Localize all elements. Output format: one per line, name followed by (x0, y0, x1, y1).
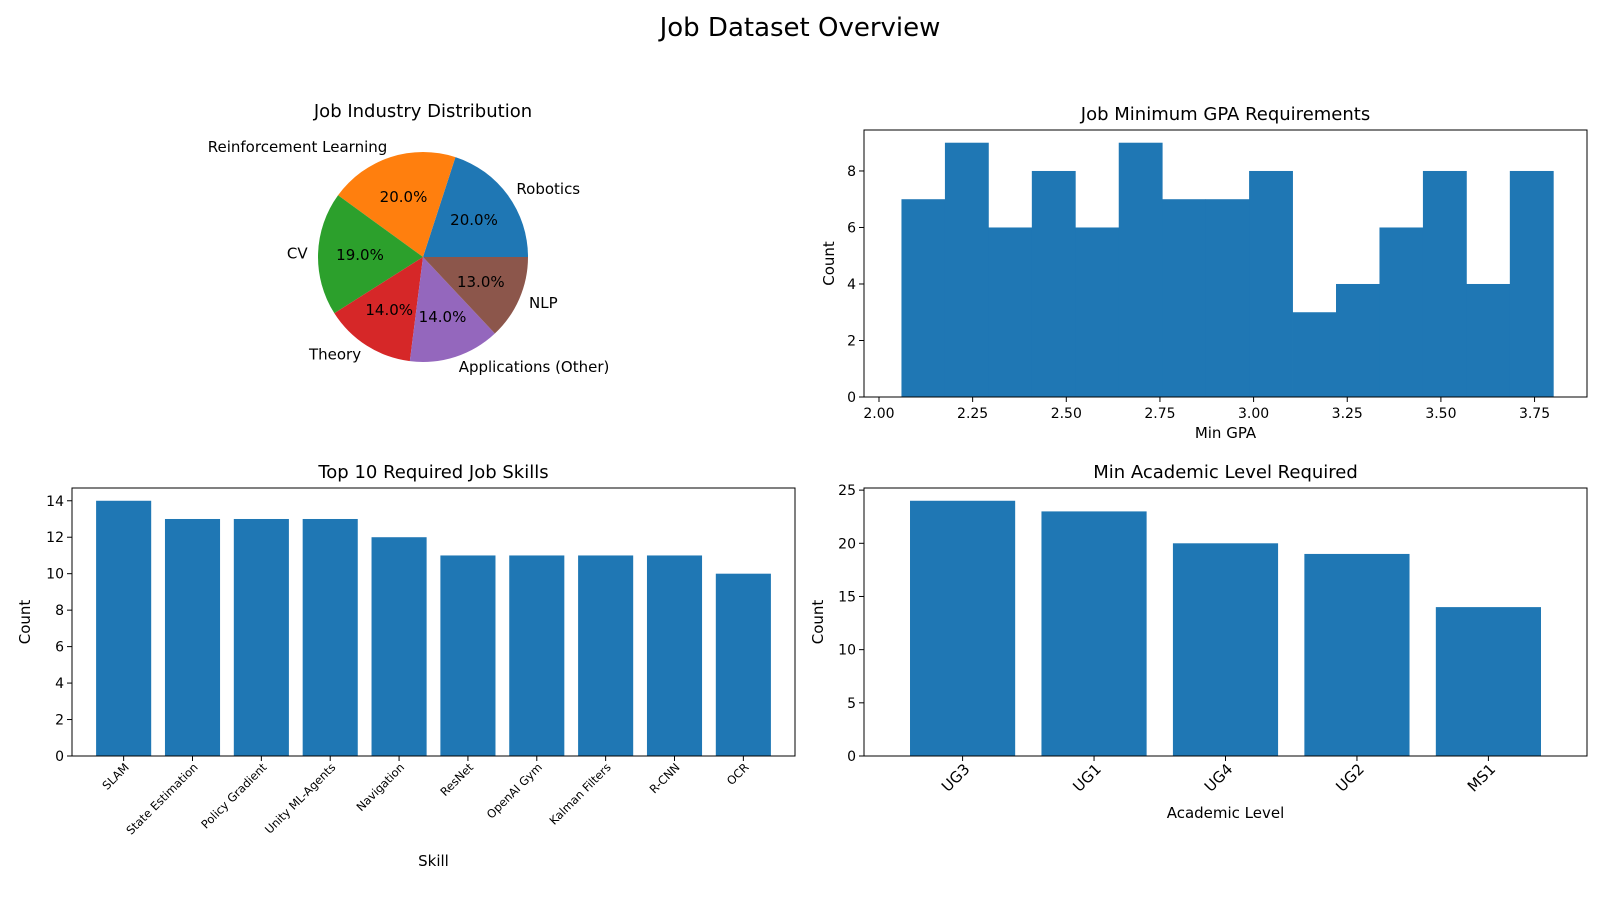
pie-pct-label: 14.0% (365, 301, 413, 319)
histogram-bar (988, 227, 1033, 397)
bar-slam (96, 500, 152, 756)
x-tick-label: 2.25 (957, 406, 988, 422)
axes-frame (71, 487, 796, 757)
y-axis-label: Count (820, 241, 838, 286)
y-tick-label: 15 (838, 589, 856, 605)
y-tick-label: 20 (838, 536, 856, 552)
pie-label: Applications (Other) (459, 358, 610, 376)
histogram-bar (944, 142, 989, 397)
histogram-bar (1336, 283, 1380, 397)
y-tick-label: 10 (46, 567, 64, 583)
bar-navigation (371, 537, 427, 756)
x-tick-label: 2.00 (863, 406, 894, 422)
y-tick-label: 0 (847, 749, 856, 765)
pie-label: Reinforcement Learning (208, 138, 388, 156)
histogram-min-gpa: Job Minimum GPA Requirements 0 2 4 6 8 Count 2.… (820, 104, 1588, 442)
histogram-bar (1249, 170, 1293, 397)
chart-title: Job Industry Distribution (313, 101, 532, 122)
pie-pct-label: 19.0% (336, 246, 384, 264)
histogram-bar (901, 199, 946, 397)
pie-slice-reinforcement-learning (338, 151, 456, 257)
bar-r-cnn (646, 555, 703, 756)
y-tick-label: 10 (838, 643, 856, 659)
pie-pct-label: 20.0% (450, 211, 498, 229)
y-tick-label: 0 (847, 390, 856, 406)
x-axis-label: Academic Level (1167, 804, 1285, 822)
bar-policy-gradient (233, 518, 289, 756)
pie-pct-label: 13.0% (457, 273, 505, 291)
histogram-bar (1379, 227, 1424, 397)
pie-slice-nlp (423, 257, 528, 334)
bar-chart-academic-level: Min Academic Level Required 0 5 10 15 20 25 Cou… (809, 462, 1588, 822)
x-axis-label: Min GPA (1195, 424, 1257, 442)
y-tick-label: 8 (847, 164, 856, 180)
histogram-bar (1075, 227, 1120, 397)
y-tick-label: 8 (55, 603, 64, 619)
axes-frame (863, 487, 1588, 757)
axes-frame (863, 129, 1588, 398)
histogram-bar (1422, 170, 1467, 397)
bar-kalman-filters (578, 555, 634, 756)
chart-title: Job Minimum GPA Requirements (1080, 104, 1370, 125)
pie-slice-applications-other (409, 257, 495, 362)
x-tick-label: 3.75 (1519, 406, 1550, 422)
histogram-bar (1031, 170, 1076, 397)
pie-label: Robotics (516, 180, 580, 198)
y-axis-label: Count (16, 600, 34, 645)
pie-label: NLP (529, 294, 558, 312)
bar-state-estimation (164, 518, 221, 756)
x-tick-label: 3.50 (1425, 406, 1456, 422)
chart-title: Min Academic Level Required (1093, 462, 1358, 483)
bar-ug1 (1041, 511, 1147, 756)
pie-chart-industry: Job Industry Distribution 20.0% Robotics 20… (208, 101, 610, 376)
bar-openai-gym (509, 555, 565, 756)
histogram-bar (1292, 312, 1337, 397)
y-tick-label: 0 (55, 749, 64, 765)
y-tick-label: 4 (55, 676, 64, 692)
histogram-bar (1162, 199, 1207, 397)
histogram-bar (1205, 199, 1250, 397)
pie-pct-label: 20.0% (380, 188, 428, 206)
bar-ug3 (910, 500, 1016, 756)
chart-title: Top 10 Required Job Skills (317, 462, 548, 483)
pie-pct-label: 14.0% (419, 308, 467, 326)
histogram-bar (1509, 170, 1554, 397)
y-tick-label: 14 (46, 494, 64, 510)
bar-ug2 (1304, 553, 1410, 756)
y-tick-label: 4 (847, 277, 856, 293)
histogram-bar (1466, 283, 1511, 397)
bar-ug4 (1172, 543, 1279, 756)
pie-slice-cv (318, 195, 423, 314)
y-tick-label: 25 (838, 483, 856, 499)
x-tick-label: 3.25 (1332, 406, 1363, 422)
bar-unity-ml-agents (302, 518, 358, 756)
y-axis-label: Count (809, 600, 827, 645)
y-tick-label: 2 (55, 713, 64, 729)
bar-resnet (440, 555, 496, 756)
figure-title: Job Dataset Overview (658, 13, 941, 43)
y-tick-label: 5 (847, 696, 856, 712)
y-tick-label: 2 (847, 333, 856, 349)
y-tick-label: 6 (55, 640, 64, 656)
pie-label: Theory (308, 346, 361, 364)
x-tick-label: 3.00 (1238, 406, 1269, 422)
x-tick-label: 2.50 (1051, 406, 1082, 422)
pie-label: CV (287, 244, 308, 262)
bar-ocr (715, 573, 771, 756)
pie-slice-robotics (423, 157, 529, 257)
y-tick-label: 6 (847, 220, 856, 236)
bar-ms1 (1435, 607, 1541, 756)
pie-slice-theory (334, 257, 423, 362)
y-tick-label: 12 (46, 530, 64, 546)
x-tick-label: 2.75 (1144, 406, 1175, 422)
histogram-bar (1118, 142, 1163, 397)
x-axis-label: Skill (418, 852, 449, 870)
